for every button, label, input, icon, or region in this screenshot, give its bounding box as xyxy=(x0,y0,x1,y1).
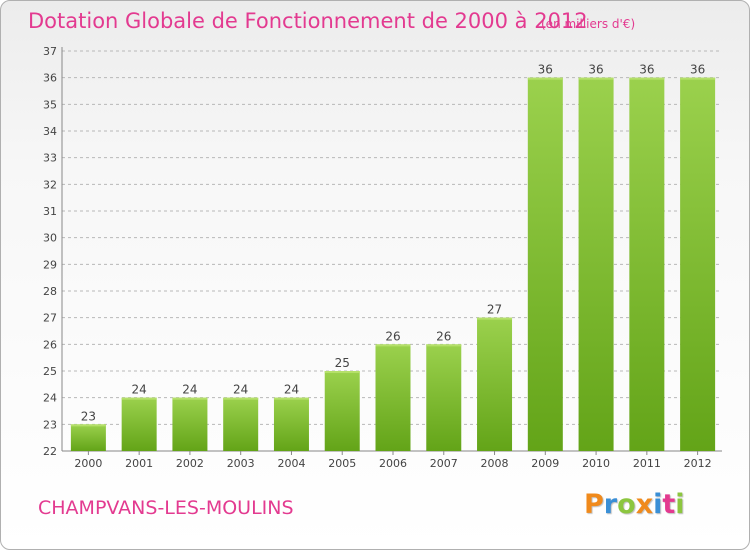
data-label: 25 xyxy=(335,356,350,370)
x-tick-label: 2006 xyxy=(379,457,407,470)
y-tick-label: 36 xyxy=(43,72,57,85)
bar-highlight xyxy=(223,397,259,400)
logo-letter: t xyxy=(662,489,676,520)
bar xyxy=(629,77,665,452)
bar-highlight xyxy=(680,77,716,80)
bar-highlight xyxy=(578,77,614,80)
bar xyxy=(324,371,360,451)
bar-highlight xyxy=(273,397,309,400)
bar xyxy=(375,344,411,451)
data-label: 24 xyxy=(284,383,299,397)
y-tick-label: 32 xyxy=(43,178,57,191)
chart-title: Dotation Globale de Fonctionnement de 20… xyxy=(28,9,588,33)
bar-highlight xyxy=(426,344,462,347)
logo-letter: r xyxy=(603,489,618,520)
bar xyxy=(527,77,563,452)
x-tick-label: 2003 xyxy=(227,457,255,470)
logo-letter: i xyxy=(653,489,663,520)
bar xyxy=(680,77,716,452)
y-tick-label: 33 xyxy=(43,152,57,165)
bar-highlight xyxy=(629,77,665,80)
y-tick-label: 31 xyxy=(43,205,57,218)
bar xyxy=(121,397,157,451)
bar-highlight xyxy=(477,317,513,320)
data-label: 36 xyxy=(690,63,705,77)
bar xyxy=(477,317,513,451)
bar-highlight xyxy=(375,344,411,347)
bar-highlight xyxy=(172,397,208,400)
x-tick-label: 2008 xyxy=(481,457,509,470)
bar-highlight xyxy=(527,77,563,80)
y-tick-label: 25 xyxy=(43,365,57,378)
logo-letter: x xyxy=(635,489,654,520)
y-tick-label: 37 xyxy=(43,45,57,58)
bar xyxy=(273,397,309,451)
x-tick-label: 2005 xyxy=(328,457,356,470)
bar xyxy=(578,77,614,452)
commune-name: CHAMPVANS-LES-MOULINS xyxy=(38,497,294,519)
x-tick-label: 2010 xyxy=(582,457,610,470)
x-tick-label: 2011 xyxy=(633,457,661,470)
data-label: 36 xyxy=(639,63,654,77)
data-label: 23 xyxy=(81,409,96,423)
data-label: 26 xyxy=(436,329,451,343)
data-label: 26 xyxy=(385,329,400,343)
bar-highlight xyxy=(324,371,360,373)
bar xyxy=(223,397,259,451)
data-label: 24 xyxy=(182,383,197,397)
y-tick-label: 22 xyxy=(43,445,57,458)
y-tick-label: 26 xyxy=(43,338,57,351)
data-label: 24 xyxy=(233,383,248,397)
logo-letter: i xyxy=(675,489,685,520)
x-tick-label: 2001 xyxy=(125,457,153,470)
y-tick-label: 28 xyxy=(43,285,57,298)
chart-unit: (en milliers d'€) xyxy=(541,17,636,31)
bar-highlight xyxy=(70,424,106,427)
y-tick-label: 27 xyxy=(43,312,57,325)
y-tick-label: 35 xyxy=(43,98,57,111)
data-label: 24 xyxy=(132,383,147,397)
x-tick-label: 2002 xyxy=(176,457,204,470)
bar xyxy=(426,344,462,451)
y-tick-label: 30 xyxy=(43,232,57,245)
y-tick-label: 24 xyxy=(43,392,57,405)
data-label: 27 xyxy=(487,303,502,317)
data-label: 36 xyxy=(588,63,603,77)
logo-letter: P xyxy=(584,489,604,520)
x-tick-label: 2000 xyxy=(74,457,102,470)
x-tick-label: 2009 xyxy=(531,457,559,470)
y-tick-label: 29 xyxy=(43,258,57,271)
x-tick-label: 2012 xyxy=(684,457,712,470)
y-tick-label: 23 xyxy=(43,418,57,431)
logo-letter: o xyxy=(617,489,636,520)
x-tick-label: 2007 xyxy=(430,457,458,470)
y-tick-label: 34 xyxy=(43,125,57,138)
bar xyxy=(70,424,106,451)
bar-highlight xyxy=(121,397,157,400)
bar xyxy=(172,397,208,451)
proxiti-logo: Proxiti xyxy=(584,489,685,520)
x-tick-label: 2004 xyxy=(277,457,305,470)
data-label: 36 xyxy=(538,63,553,77)
